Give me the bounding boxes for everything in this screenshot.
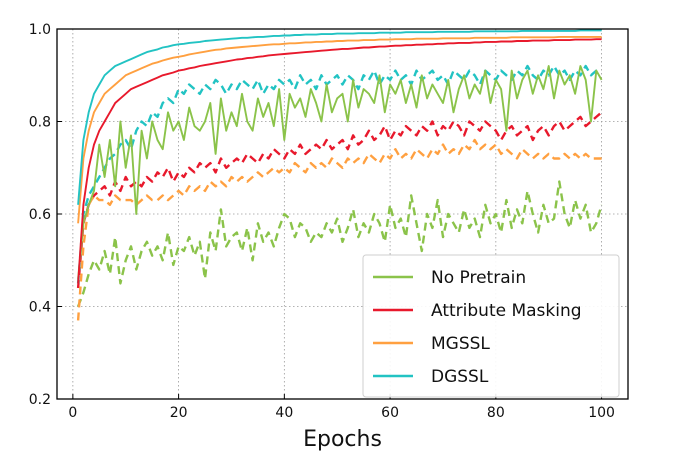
series-line-dgssl xyxy=(77,29,602,205)
x-tick-label: 0 xyxy=(68,405,77,421)
series-group xyxy=(76,29,603,321)
series-line-mgssl xyxy=(77,35,602,224)
series-line-dashed xyxy=(76,64,602,284)
series-line-no-pretrain xyxy=(77,65,603,279)
legend-label: No Pretrain xyxy=(431,268,526,288)
x-tick-label: 100 xyxy=(588,405,615,421)
x-tick-label: 60 xyxy=(381,405,399,421)
legend-label: Attribute Masking xyxy=(431,301,582,321)
legend-box xyxy=(362,254,620,398)
series-line-attribute-masking xyxy=(77,38,602,284)
x-axis-title: Epochs xyxy=(303,427,382,452)
legend: No Pretrain Attribute Masking MGSSL DGSSL xyxy=(362,254,620,398)
y-tick-label: 1.0 xyxy=(29,22,51,38)
series-line-dashed xyxy=(76,111,603,289)
axis-ticks: 0 20 40 60 80 100 0.2 0.4 0.6 0.8 1.0 xyxy=(29,22,615,421)
legend-label: MGSSL xyxy=(431,334,490,354)
x-tick-label: 40 xyxy=(275,405,293,421)
y-tick-label: 0.2 xyxy=(29,392,51,408)
x-tick-label: 20 xyxy=(170,405,188,421)
legend-label: DGSSL xyxy=(431,367,489,387)
y-tick-label: 0.6 xyxy=(29,207,51,223)
series-line-dashed xyxy=(76,138,602,321)
x-tick-label: 80 xyxy=(487,405,505,421)
y-tick-label: 0.4 xyxy=(29,300,51,316)
series-line-dashed xyxy=(76,180,603,307)
y-tick-label: 0.8 xyxy=(29,115,51,131)
